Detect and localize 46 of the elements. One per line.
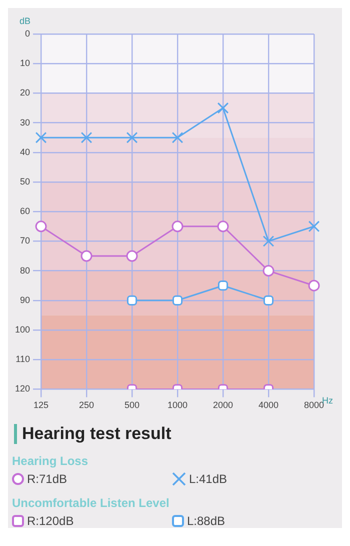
y-tick-label: 70 xyxy=(20,236,30,246)
text: Hearing Loss xyxy=(12,454,90,468)
text: Hearing test result xyxy=(14,424,338,444)
point xyxy=(126,295,138,306)
point xyxy=(262,265,274,277)
x-tick-label: 250 xyxy=(79,400,94,410)
y-axis-title: dB xyxy=(20,16,31,26)
x-tick-label: 2000 xyxy=(212,400,234,410)
point xyxy=(126,132,138,144)
y-tick-label: 10 xyxy=(20,58,30,68)
y-tick-label: 80 xyxy=(20,265,30,276)
legend-label: L:88dB xyxy=(187,514,226,528)
y-tick-label: 120 xyxy=(14,384,30,394)
y-tick-label: 90 xyxy=(20,294,30,305)
y-tick-label: 40 xyxy=(20,146,30,157)
text: Uncomfortable Listen Level xyxy=(12,496,170,510)
point xyxy=(35,132,47,144)
legend-label: R:120dB xyxy=(27,514,74,528)
point xyxy=(35,220,47,232)
point xyxy=(218,280,228,291)
point xyxy=(217,102,229,114)
y-tick-label: 60 xyxy=(20,206,30,216)
point xyxy=(262,236,274,247)
y-tick-label: 30 xyxy=(20,117,30,128)
legend-label: L:41dB xyxy=(189,472,228,486)
x-tick-label: 8000 xyxy=(304,400,324,410)
y-tick-label: 100 xyxy=(14,324,30,334)
point xyxy=(80,132,92,144)
point xyxy=(80,250,92,262)
x-tick-label: 4000 xyxy=(258,400,279,410)
x-tick-label: 125 xyxy=(34,400,49,410)
x-tick-label: 1000 xyxy=(167,400,188,410)
point xyxy=(172,132,184,144)
x-tick-label: 500 xyxy=(124,400,140,410)
y-tick-label: 20 xyxy=(20,88,30,98)
point xyxy=(308,220,320,232)
point xyxy=(172,295,183,306)
legend-label: R:71dB xyxy=(27,472,68,486)
y-tick-label: 50 xyxy=(20,176,30,186)
point xyxy=(263,295,274,306)
point xyxy=(217,220,229,232)
y-tick-label: 110 xyxy=(16,354,30,364)
point xyxy=(126,250,138,262)
point xyxy=(172,220,184,232)
point xyxy=(308,280,320,292)
y-tick-label: 0 xyxy=(25,28,30,38)
